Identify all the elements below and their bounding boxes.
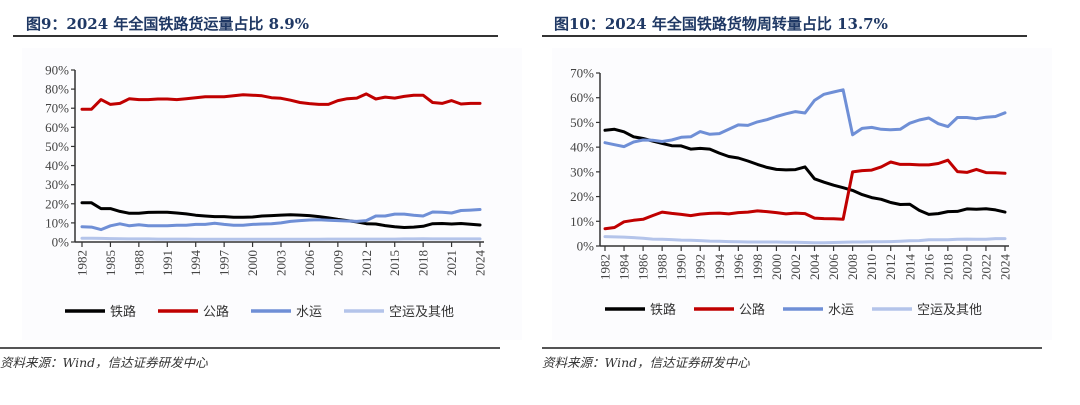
x-tick-label: 1984 (617, 254, 632, 281)
x-tick-label: 2021 (444, 250, 459, 276)
x-tick-label: 2018 (416, 250, 431, 276)
legend-label-railway: 铁路 (650, 302, 676, 318)
y-tick-label: 70% (570, 66, 594, 81)
y-tick-label: 60% (45, 120, 69, 135)
x-tick-label: 2006 (826, 254, 841, 281)
y-tick-label: 50% (45, 139, 69, 154)
x-tick-label: 1997 (217, 250, 232, 277)
x-tick-label: 1985 (103, 250, 118, 276)
y-tick-label: 0% (52, 235, 70, 250)
chart-panel-freight-turnover: 图10：2024 年全国铁路货物周转量占比 13.7% 0% 10% 20% 30% 4… (540, 0, 1080, 405)
source-divider (542, 347, 1042, 349)
source-note: 资料来源：Wind，信达证券研发中心 (0, 355, 208, 370)
x-tick-label: 1986 (636, 254, 651, 281)
y-tick-label: 50% (570, 115, 594, 130)
series-line-waterway (603, 88, 1007, 149)
series-line-highway (80, 92, 482, 111)
x-tick-label: 2000 (245, 250, 260, 276)
x-tick-label: 2024 (998, 254, 1013, 281)
y-tick-label: 90% (45, 63, 69, 78)
source-divider (0, 347, 500, 349)
x-tick-label: 2015 (387, 250, 402, 276)
x-tick-label: 2022 (978, 254, 993, 280)
series-line-railway (603, 127, 1007, 216)
legend-label-highway: 公路 (203, 304, 229, 320)
legend-label-waterway: 水运 (296, 305, 322, 320)
y-tick-label: 10% (570, 214, 594, 229)
y-tick-label: 20% (570, 189, 594, 204)
x-tick-label: 2024 (473, 250, 488, 277)
x-tick-label: 2018 (940, 254, 955, 280)
x-tick-label: 2002 (788, 254, 803, 280)
x-tick-label: 2012 (359, 250, 374, 276)
chart-title: 图10：2024 年全国铁路货物周转量占比 13.7% (554, 15, 888, 33)
x-tick-label: 1990 (674, 254, 689, 280)
series-line-railway (80, 201, 482, 229)
line-chart-freight-turnover: 0% 10% 20% 30% 40% 50% 60% 70% 1982 1984 1986 1988 1… (570, 66, 1013, 319)
y-tick-label: 60% (570, 90, 594, 105)
x-tick-label: 2004 (807, 254, 822, 281)
x-tick-label: 2006 (302, 250, 317, 277)
x-tick-label: 1988 (131, 250, 146, 276)
x-tick-label: 2009 (330, 250, 345, 276)
x-tick-label: 1982 (598, 254, 613, 280)
series-line-highway (603, 158, 1007, 231)
series-line-air_other (603, 235, 1007, 245)
x-tick-label: 2000 (769, 254, 784, 280)
x-tick-label: 1996 (731, 254, 746, 281)
x-tick-label: 1992 (693, 254, 708, 280)
chart-panel-freight-volume: 图9：2024 年全国铁路货运量占比 8.9% 0% 10% 20% 30% 40% 50… (0, 15, 500, 370)
source-note: 资料来源：Wind，信达证券研发中心 (542, 355, 750, 370)
x-tick-label: 2012 (883, 254, 898, 280)
y-tick-label: 30% (570, 164, 594, 179)
x-tick-label: 1988 (655, 254, 670, 280)
x-tick-label: 1982 (75, 250, 90, 276)
y-tick-label: 10% (45, 215, 69, 230)
legend-label-air_other: 空运及其他 (389, 305, 454, 320)
legend-label-waterway: 水运 (828, 303, 854, 318)
y-tick-label: 40% (570, 140, 594, 155)
x-tick-label: 2016 (921, 254, 936, 281)
chart-title: 图9：2024 年全国铁路货运量占比 8.9% (26, 15, 309, 33)
series-line-air_other (80, 236, 482, 241)
y-tick-label: 80% (45, 82, 69, 97)
line-chart-freight-volume: 0% 10% 20% 30% 40% 50% 60% 70% 80% 90% 1982 1985 198… (45, 63, 488, 321)
y-tick-label: 40% (45, 158, 69, 173)
x-tick-label: 1991 (160, 250, 175, 276)
x-tick-label: 2008 (845, 254, 860, 280)
x-tick-label: 2003 (274, 250, 289, 276)
x-tick-label: 1994 (188, 250, 203, 277)
title-divider (542, 35, 1027, 37)
x-tick-label: 2020 (959, 254, 974, 280)
chart-area (552, 48, 1052, 340)
x-tick-label: 2014 (902, 254, 917, 281)
legend-label-railway: 铁路 (110, 304, 136, 320)
y-tick-label: 70% (45, 101, 69, 116)
y-tick-label: 30% (45, 177, 69, 192)
x-tick-label: 2010 (864, 254, 879, 280)
title-divider (13, 35, 498, 37)
series-line-waterway (80, 208, 482, 232)
legend-label-highway: 公路 (739, 302, 765, 318)
legend-label-air_other: 空运及其他 (917, 303, 982, 318)
x-tick-label: 1994 (712, 254, 727, 281)
y-tick-label: 20% (45, 196, 69, 211)
x-tick-label: 1998 (750, 254, 765, 280)
y-tick-label: 0% (577, 239, 595, 254)
